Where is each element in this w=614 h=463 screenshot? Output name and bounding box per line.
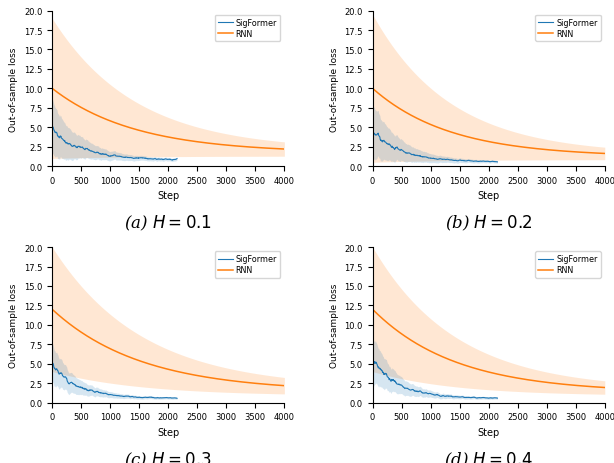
Line: RNN: RNN — [52, 310, 284, 386]
RNN — [517, 144, 524, 150]
RNN — [281, 147, 288, 152]
Line: SigFormer: SigFormer — [373, 361, 497, 398]
RNN — [601, 385, 608, 390]
SigFormer — [98, 390, 106, 396]
RNN — [196, 374, 204, 379]
SigFormer — [484, 395, 492, 401]
SigFormer — [448, 394, 455, 399]
X-axis label: Step: Step — [157, 427, 179, 437]
SigFormer — [369, 358, 376, 364]
RNN — [383, 98, 391, 104]
RNN — [510, 375, 517, 380]
RNN — [196, 140, 204, 145]
RNN — [225, 378, 232, 383]
Legend: SigFormer, RNN: SigFormer, RNN — [215, 16, 281, 42]
RNN — [569, 382, 576, 388]
SigFormer — [127, 156, 134, 161]
SigFormer — [173, 156, 181, 162]
SigFormer — [460, 158, 467, 164]
SigFormer — [494, 160, 501, 165]
Line: SigFormer: SigFormer — [52, 126, 177, 161]
SigFormer — [418, 390, 426, 395]
RNN — [569, 150, 576, 155]
Legend: SigFormer, RNN: SigFormer, RNN — [535, 251, 600, 278]
RNN — [383, 320, 391, 325]
RNN — [503, 143, 511, 148]
SigFormer — [494, 395, 501, 401]
SigFormer — [459, 158, 467, 164]
SigFormer — [459, 394, 467, 400]
RNN — [249, 145, 256, 150]
SigFormer — [448, 158, 455, 163]
SigFormer — [127, 394, 134, 400]
SigFormer — [384, 375, 391, 380]
SigFormer — [139, 156, 146, 162]
Line: RNN: RNN — [52, 89, 284, 150]
Text: (a) $H = 0.1$: (a) $H = 0.1$ — [124, 213, 212, 232]
SigFormer — [98, 152, 106, 157]
SigFormer — [89, 150, 96, 155]
SigFormer — [49, 124, 56, 129]
RNN — [184, 138, 191, 144]
SigFormer — [173, 396, 181, 401]
RNN — [503, 374, 511, 379]
RNN — [545, 148, 553, 153]
RNN — [190, 372, 197, 378]
Line: RNN: RNN — [373, 89, 605, 154]
RNN — [369, 307, 376, 313]
RNN — [281, 383, 288, 388]
RNN — [49, 87, 56, 92]
Legend: SigFormer, RNN: SigFormer, RNN — [535, 16, 600, 42]
Line: RNN: RNN — [373, 310, 605, 388]
RNN — [249, 381, 256, 386]
Legend: SigFormer, RNN: SigFormer, RNN — [215, 251, 281, 278]
Y-axis label: Out-of-sample loss: Out-of-sample loss — [9, 47, 18, 131]
SigFormer — [169, 158, 176, 163]
Text: (b) $H = 0.2$: (b) $H = 0.2$ — [445, 213, 532, 232]
SigFormer — [139, 395, 146, 400]
SigFormer — [49, 361, 56, 366]
SigFormer — [139, 395, 147, 400]
RNN — [190, 139, 197, 144]
RNN — [225, 143, 232, 149]
SigFormer — [369, 130, 376, 135]
RNN — [510, 144, 517, 149]
X-axis label: Step: Step — [157, 191, 179, 201]
SigFormer — [64, 379, 71, 384]
Line: SigFormer: SigFormer — [373, 132, 497, 163]
SigFormer — [90, 388, 97, 394]
X-axis label: Step: Step — [478, 191, 500, 201]
RNN — [63, 97, 70, 102]
RNN — [601, 151, 608, 157]
Y-axis label: Out-of-sample loss: Out-of-sample loss — [9, 283, 18, 367]
Text: (d) $H = 0.4$: (d) $H = 0.4$ — [444, 450, 534, 463]
RNN — [184, 371, 191, 376]
RNN — [369, 87, 376, 92]
Y-axis label: Out-of-sample loss: Out-of-sample loss — [330, 283, 339, 367]
RNN — [49, 307, 56, 313]
Text: (c) $H = 0.3$: (c) $H = 0.3$ — [125, 450, 212, 463]
SigFormer — [139, 156, 147, 162]
SigFormer — [384, 142, 391, 147]
RNN — [545, 380, 553, 386]
X-axis label: Step: Step — [478, 427, 500, 437]
Line: SigFormer: SigFormer — [52, 363, 177, 399]
SigFormer — [410, 387, 417, 393]
SigFormer — [460, 394, 467, 400]
Y-axis label: Out-of-sample loss: Out-of-sample loss — [330, 47, 339, 131]
SigFormer — [49, 361, 56, 366]
SigFormer — [418, 155, 426, 160]
SigFormer — [410, 152, 417, 158]
RNN — [517, 376, 524, 382]
RNN — [63, 319, 70, 325]
SigFormer — [64, 141, 71, 147]
